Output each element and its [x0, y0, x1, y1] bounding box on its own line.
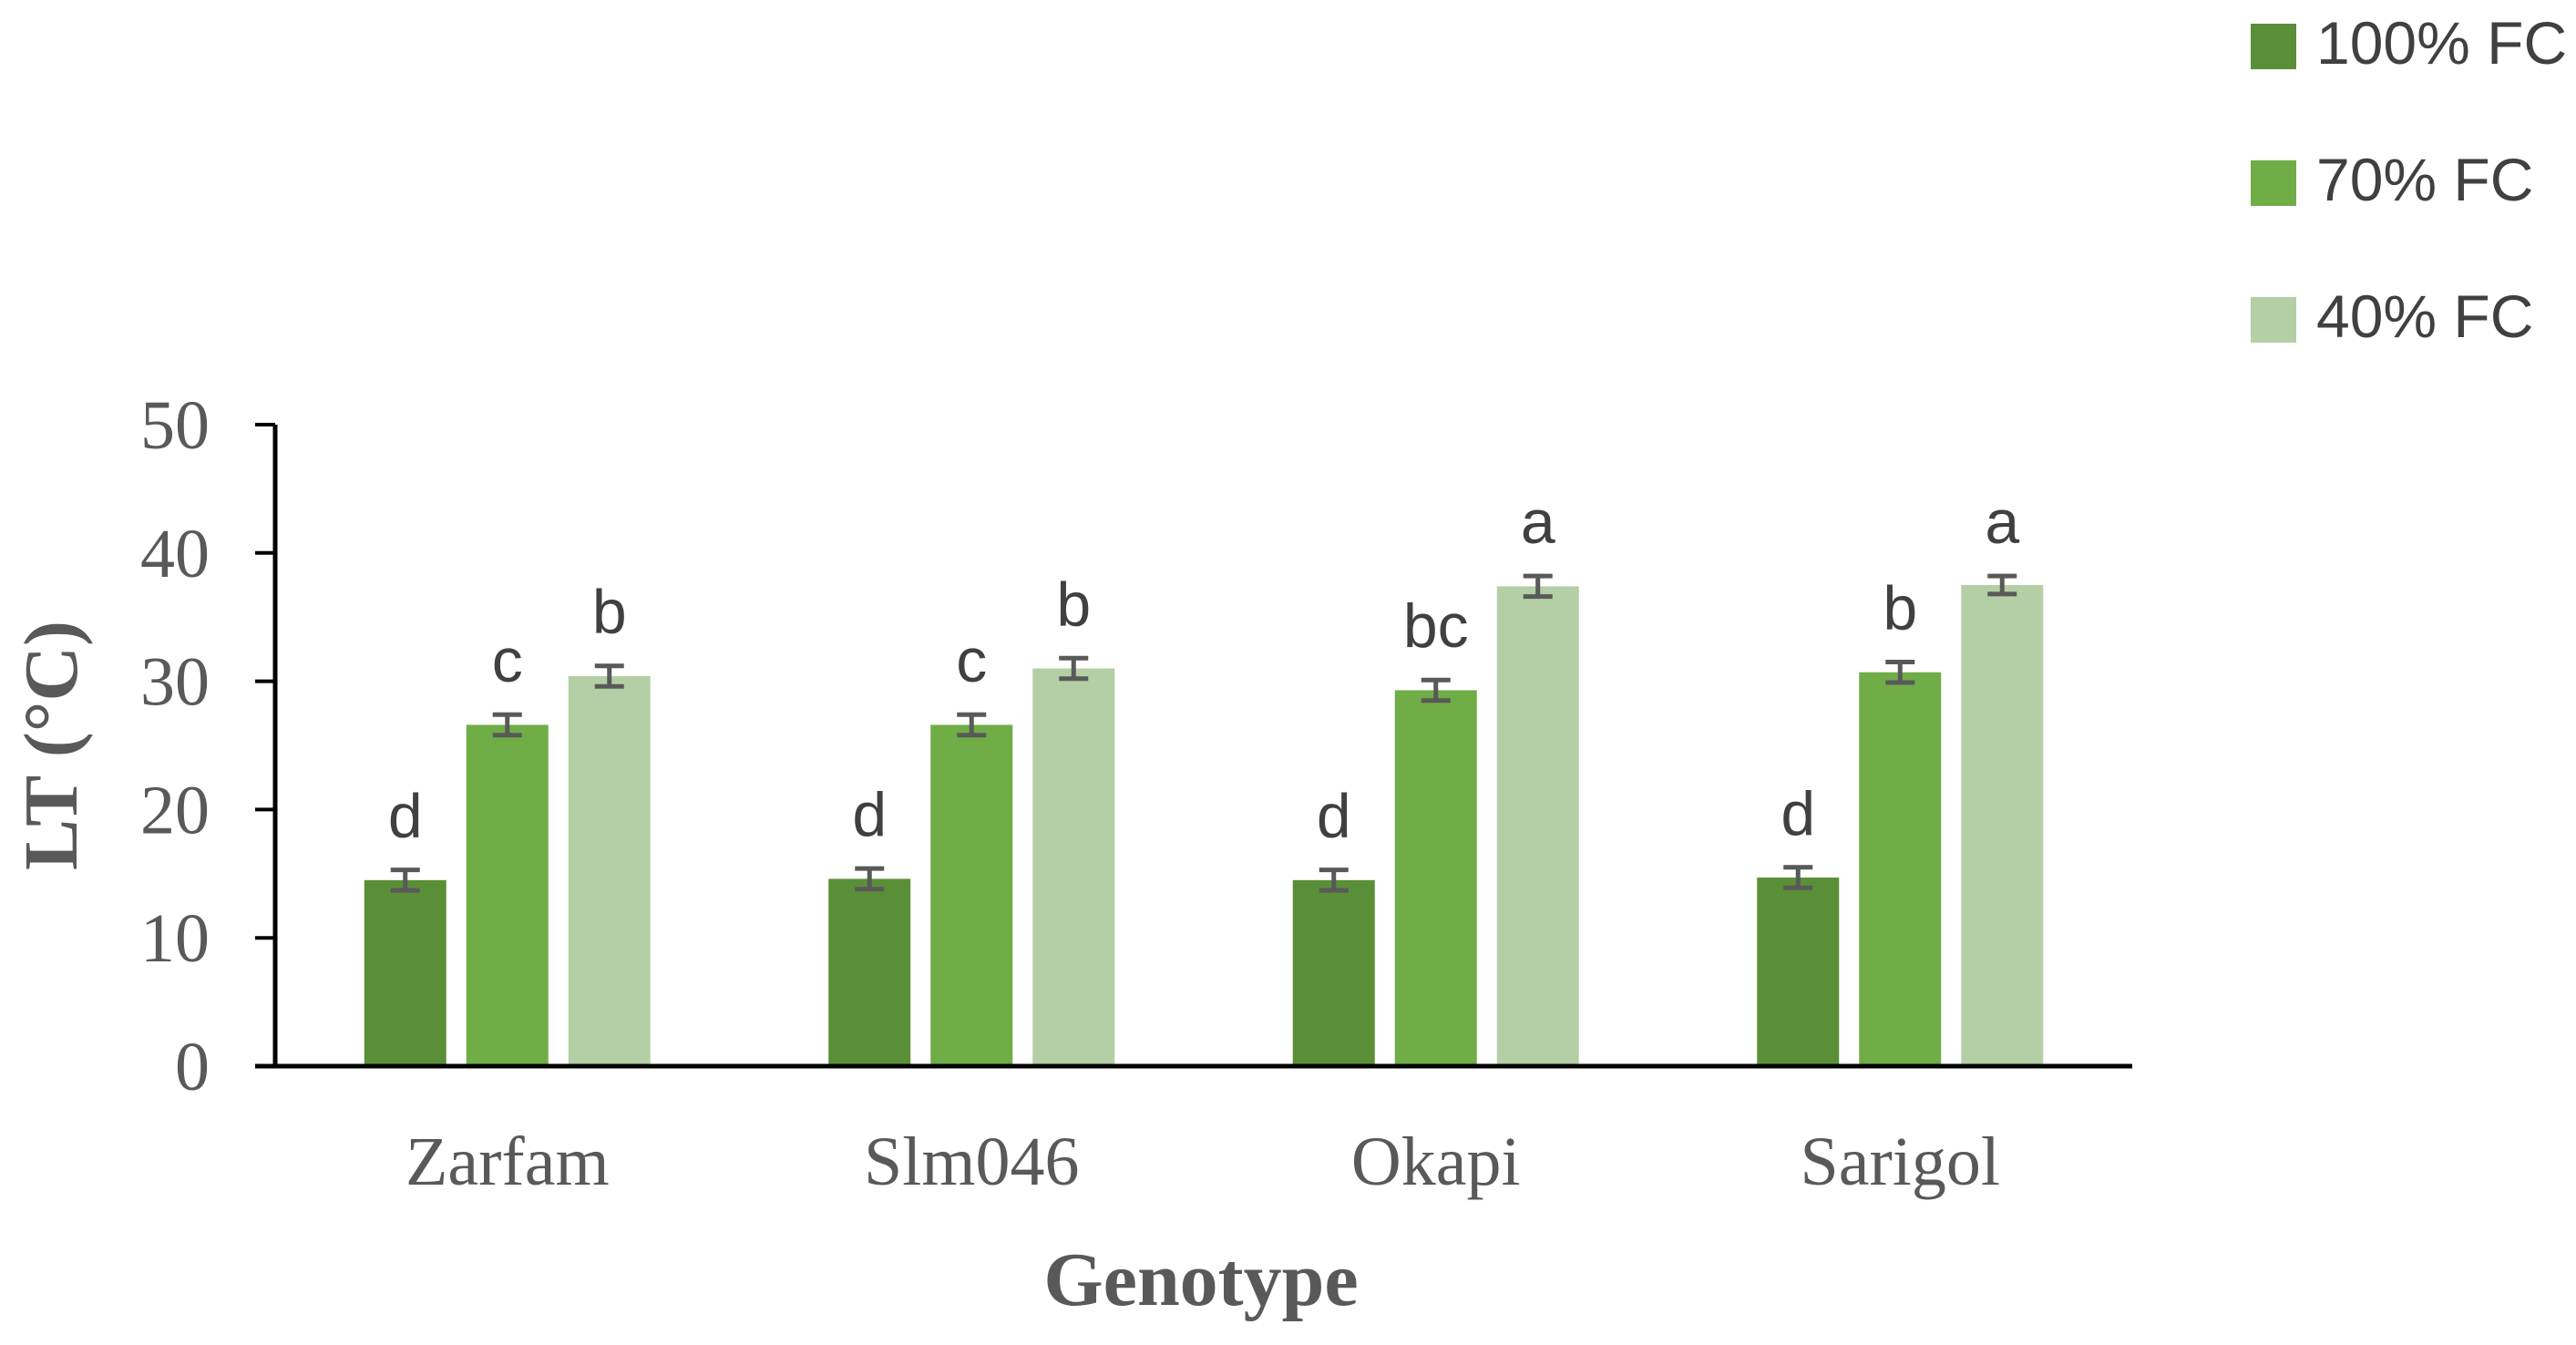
y-tick-label: 30 — [140, 644, 210, 721]
legend-swatch — [2251, 160, 2296, 206]
y-tick-label: 20 — [140, 772, 210, 848]
y-tick-label: 40 — [140, 516, 210, 592]
x-axis-title: Genotype — [1043, 1237, 1358, 1322]
bar — [1961, 585, 2044, 1066]
bars — [364, 585, 2044, 1066]
y-tick-label: 50 — [140, 387, 210, 464]
bar — [568, 675, 651, 1066]
legend: 100% FC 70% FC 40% FC — [2251, 9, 2567, 350]
legend-swatch — [2251, 297, 2296, 343]
x-tick-label: Slm046 — [864, 1124, 1080, 1200]
bar — [1859, 672, 1942, 1066]
legend-swatch — [2251, 24, 2296, 69]
y-axis-title: LT (°C) — [9, 621, 94, 870]
bar — [930, 724, 1013, 1066]
y-tick-label: 10 — [140, 900, 210, 977]
x-tick-labels: Zarfam Slm046 Okapi Sarigol — [405, 1124, 2000, 1200]
bar — [1292, 879, 1375, 1066]
x-tick-label: Zarfam — [405, 1124, 610, 1200]
significance-letter: c — [492, 626, 523, 695]
bar — [1757, 878, 1840, 1066]
y-tick-label: 0 — [175, 1029, 210, 1105]
bar — [1032, 668, 1115, 1066]
bar — [828, 878, 911, 1066]
significance-letter: c — [956, 626, 987, 695]
significance-letter: a — [1521, 488, 1555, 557]
axes — [255, 425, 2132, 1069]
significance-letter: b — [592, 578, 627, 647]
legend-label: 70% FC — [2316, 146, 2533, 213]
x-tick-label: Okapi — [1351, 1124, 1521, 1200]
bar — [364, 879, 446, 1066]
significance-letter: d — [1781, 779, 1815, 848]
y-ticks: 0 10 20 30 40 50 — [140, 387, 275, 1105]
significance-letter: d — [852, 780, 887, 849]
bar — [1394, 690, 1477, 1066]
error-bars — [390, 573, 2017, 893]
significance-letter: d — [1317, 782, 1351, 851]
legend-label: 100% FC — [2316, 9, 2567, 77]
significance-letter: d — [388, 782, 423, 851]
significance-letter: bc — [1403, 591, 1469, 661]
x-tick-label: Sarigol — [1800, 1124, 2000, 1200]
bar — [466, 724, 549, 1066]
bar — [1496, 586, 1579, 1066]
significance-letter: b — [1883, 573, 1917, 642]
significance-letter: b — [1056, 570, 1091, 639]
significance-letter: a — [1985, 488, 2019, 557]
legend-label: 40% FC — [2316, 282, 2533, 350]
